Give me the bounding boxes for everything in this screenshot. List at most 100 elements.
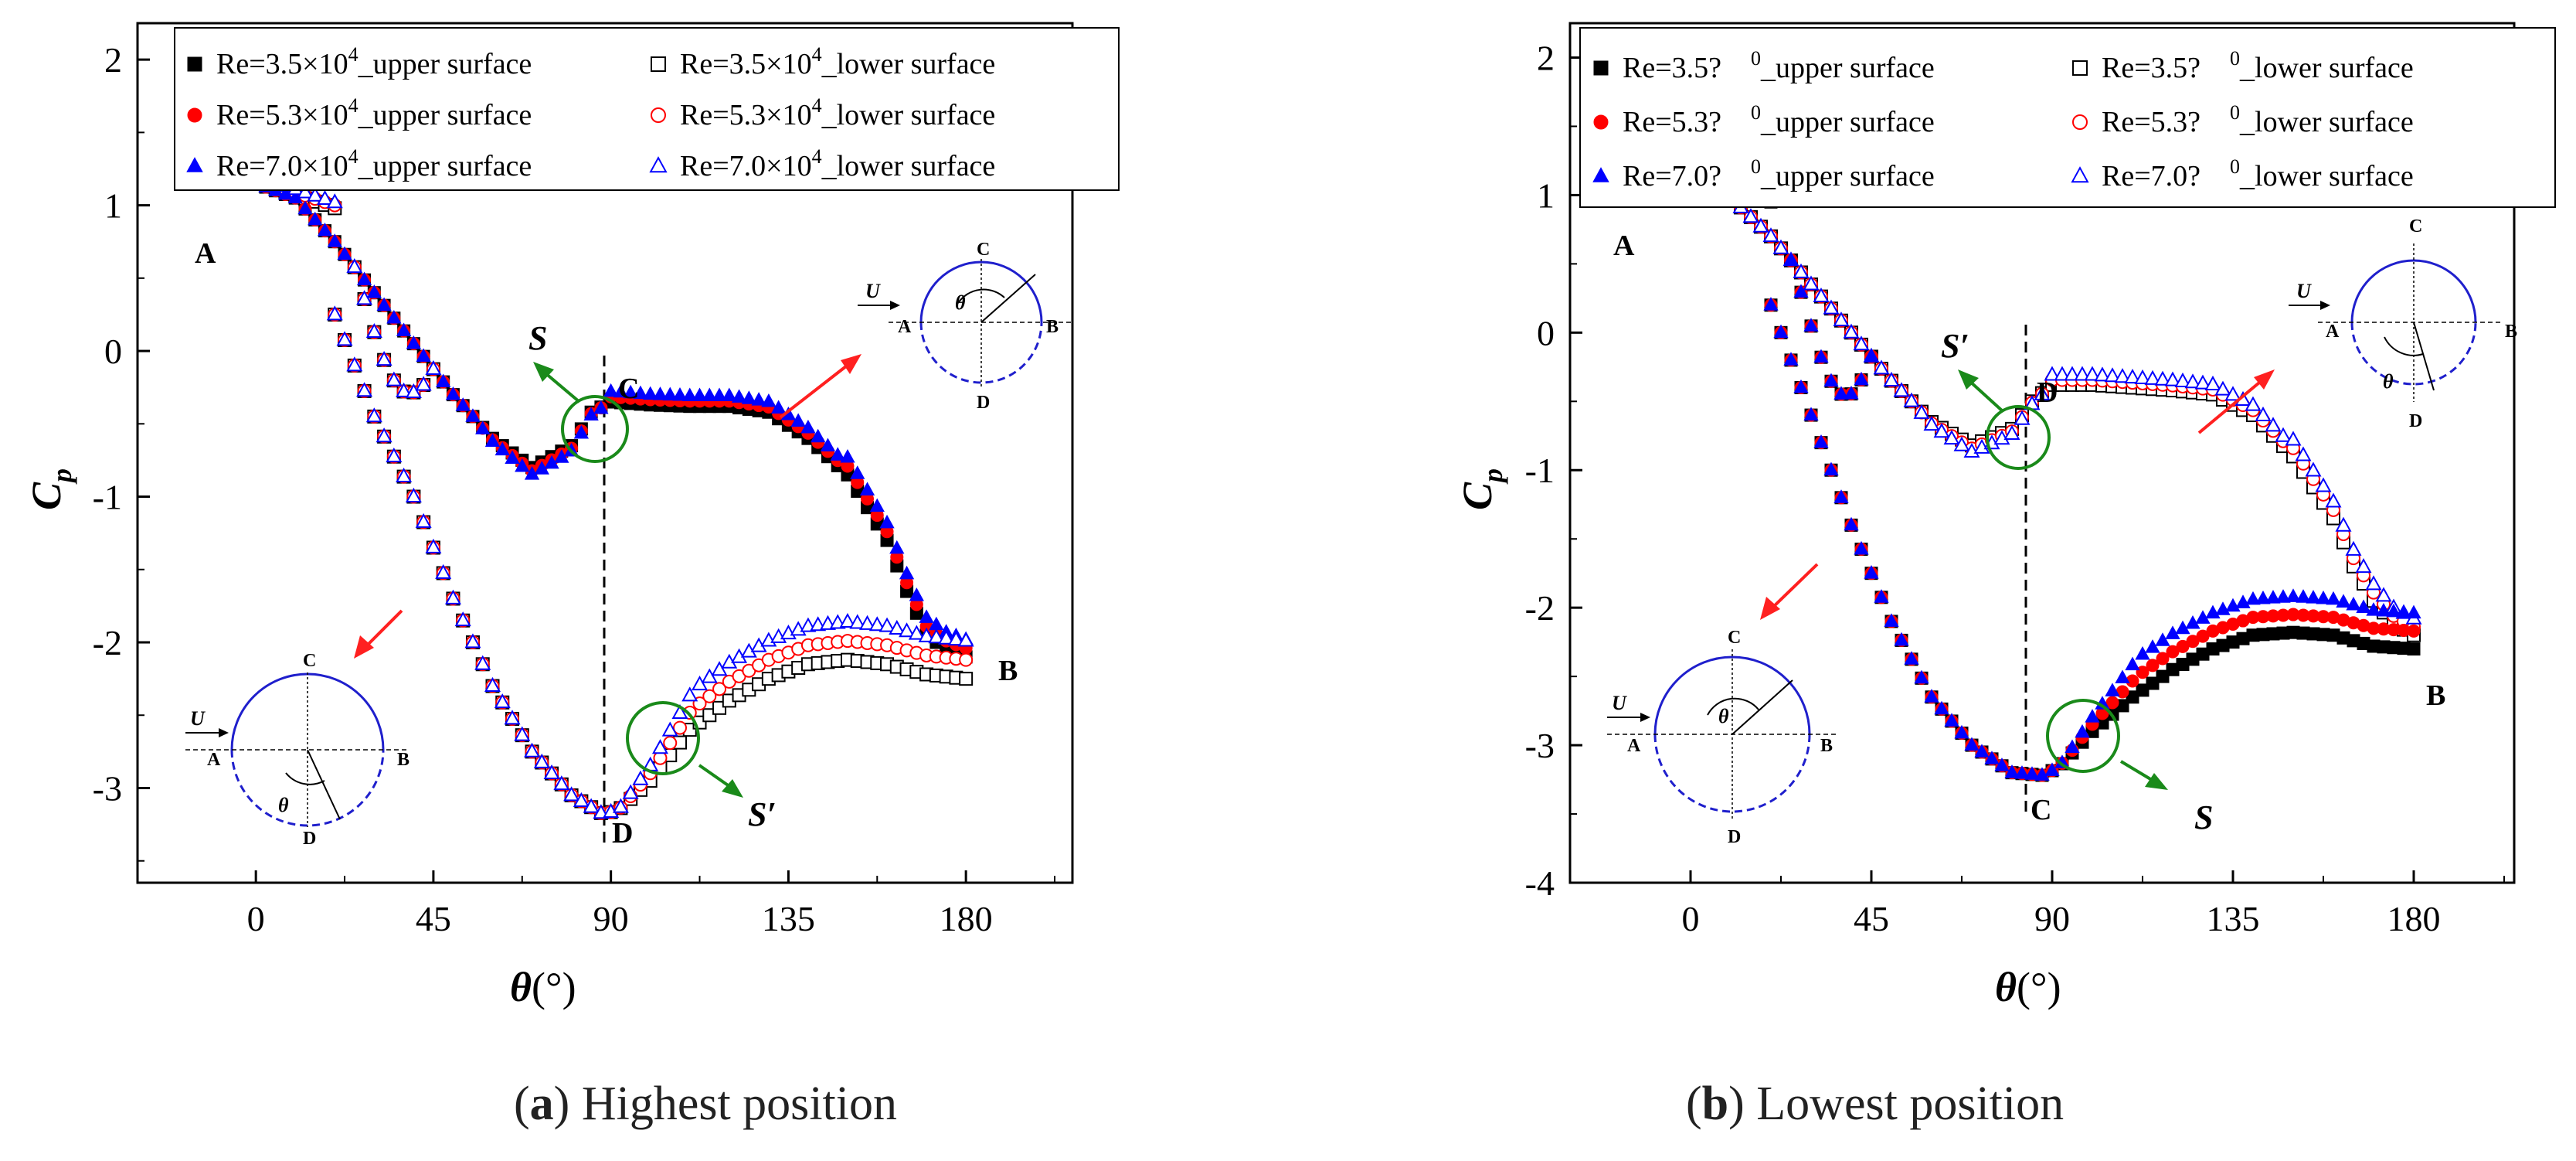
data-point: [651, 739, 668, 754]
data-point: [959, 652, 974, 667]
svg-text:D: D: [1728, 827, 1741, 847]
data-point: [701, 668, 718, 683]
label-s: S: [2194, 798, 2213, 836]
y-tick-label: -4: [1525, 863, 1555, 903]
data-point: [1984, 751, 2000, 764]
legend-marker: [187, 56, 202, 72]
point-label-c: C: [618, 373, 639, 405]
data-point: [2315, 477, 2332, 492]
legend-entries: Re=3.5? 0_upper surface Re=3.5? 0_lower s…: [1592, 47, 2414, 192]
data-point: [2366, 602, 2381, 616]
data-point: [553, 775, 570, 791]
data-point: [850, 465, 865, 479]
data-point: [1883, 371, 1900, 386]
legend-box: [174, 27, 1120, 191]
data-point: [928, 628, 945, 644]
y-tick-label: -3: [1525, 726, 1555, 765]
label-s-prime: S′: [748, 795, 777, 833]
data-point: [435, 563, 452, 579]
data-point: [2345, 540, 2362, 556]
data-point: [722, 387, 737, 402]
legend-label: Re=3.5? 0_upper surface: [1623, 47, 1935, 84]
data-point: [1833, 386, 1849, 400]
data-point: [2034, 385, 2051, 400]
data-point: [2316, 590, 2331, 604]
x-tick-label: 45: [416, 899, 451, 938]
legend-label: Re=7.0×104_lower surface: [680, 145, 995, 182]
data-point: [405, 487, 422, 502]
data-point: [2386, 603, 2401, 618]
data-point: [455, 397, 471, 411]
data-point: [2335, 516, 2352, 532]
data-point: [751, 392, 766, 406]
data-point: [436, 373, 451, 388]
y-tick-label: -3: [93, 768, 122, 808]
arrow-s-head: [533, 362, 554, 382]
data-point: [612, 798, 629, 813]
data-point: [1943, 430, 1960, 445]
legend: Re=3.5×104_upper surface Re=3.5×104_lower…: [174, 27, 1120, 191]
data-point: [1924, 689, 1939, 703]
y-tick-label: -2: [93, 623, 122, 662]
data-point: [2074, 366, 2091, 381]
x-tick-label: 0: [1682, 899, 1700, 938]
data-point: [2265, 417, 2282, 432]
data-point: [1854, 371, 1869, 386]
data-point: [396, 382, 413, 397]
svg-text:U: U: [2296, 280, 2312, 302]
data-point: [840, 449, 855, 463]
legend-marker: [2071, 166, 2089, 183]
data-point: [415, 376, 432, 391]
data-point: [307, 186, 324, 202]
point-label-a: A: [195, 237, 216, 270]
data-point: [761, 393, 777, 407]
data-point: [1833, 312, 1850, 327]
data-point: [2146, 659, 2160, 672]
x-tick-label: 90: [2034, 899, 2070, 938]
data-point: [2145, 639, 2160, 653]
data-point: [2075, 723, 2090, 738]
y-tick-label: -1: [1525, 451, 1555, 490]
data-point: [2295, 446, 2312, 461]
svg-text:A: A: [207, 750, 221, 770]
legend-label: Re=7.0×104_upper surface: [216, 145, 532, 182]
data-point: [356, 382, 373, 397]
y-tick-label: 1: [104, 186, 122, 226]
data-point: [376, 297, 392, 312]
legend-entry: Re=3.5×104_lower surface: [651, 43, 995, 80]
caption-a: (a) Highest position: [514, 1078, 897, 1130]
data-point: [346, 258, 363, 274]
data-point: [1793, 263, 1810, 278]
data-point: [1813, 434, 1829, 448]
inset-cylinder-lower: C D A B U θ: [1607, 628, 1839, 847]
data-point: [2376, 602, 2391, 617]
data-point: [1823, 299, 1840, 315]
x-tick-label: 180: [2387, 899, 2441, 938]
svg-text:A: A: [2326, 322, 2340, 342]
data-point: [1823, 373, 1839, 387]
data-point: [1864, 348, 1879, 363]
svg-text:U: U: [190, 707, 206, 730]
data-point: [1894, 632, 1909, 646]
data-point: [1903, 392, 1920, 407]
y-tick-label: 2: [104, 40, 122, 80]
data-point: [365, 322, 382, 339]
legend-marker: [1593, 60, 1609, 76]
svg-text:U: U: [865, 280, 881, 302]
data-point: [425, 359, 442, 376]
svg-text:θ: θ: [955, 291, 966, 314]
data-point: [2114, 368, 2131, 383]
data-point: [811, 428, 826, 443]
data-point: [839, 612, 856, 628]
data-point: [879, 514, 895, 529]
data-point: [2085, 709, 2100, 723]
data-point: [2255, 406, 2272, 422]
x-ticks: 0 45 90 135 180: [247, 870, 1056, 938]
data-point: [515, 458, 530, 472]
data-point: [702, 387, 717, 402]
x-tick-label: 135: [2207, 899, 2260, 938]
data-point: [1793, 284, 1809, 298]
point-label-c: C: [2031, 794, 2051, 826]
x-tick-label: 0: [247, 899, 265, 938]
data-point: [2125, 656, 2140, 671]
